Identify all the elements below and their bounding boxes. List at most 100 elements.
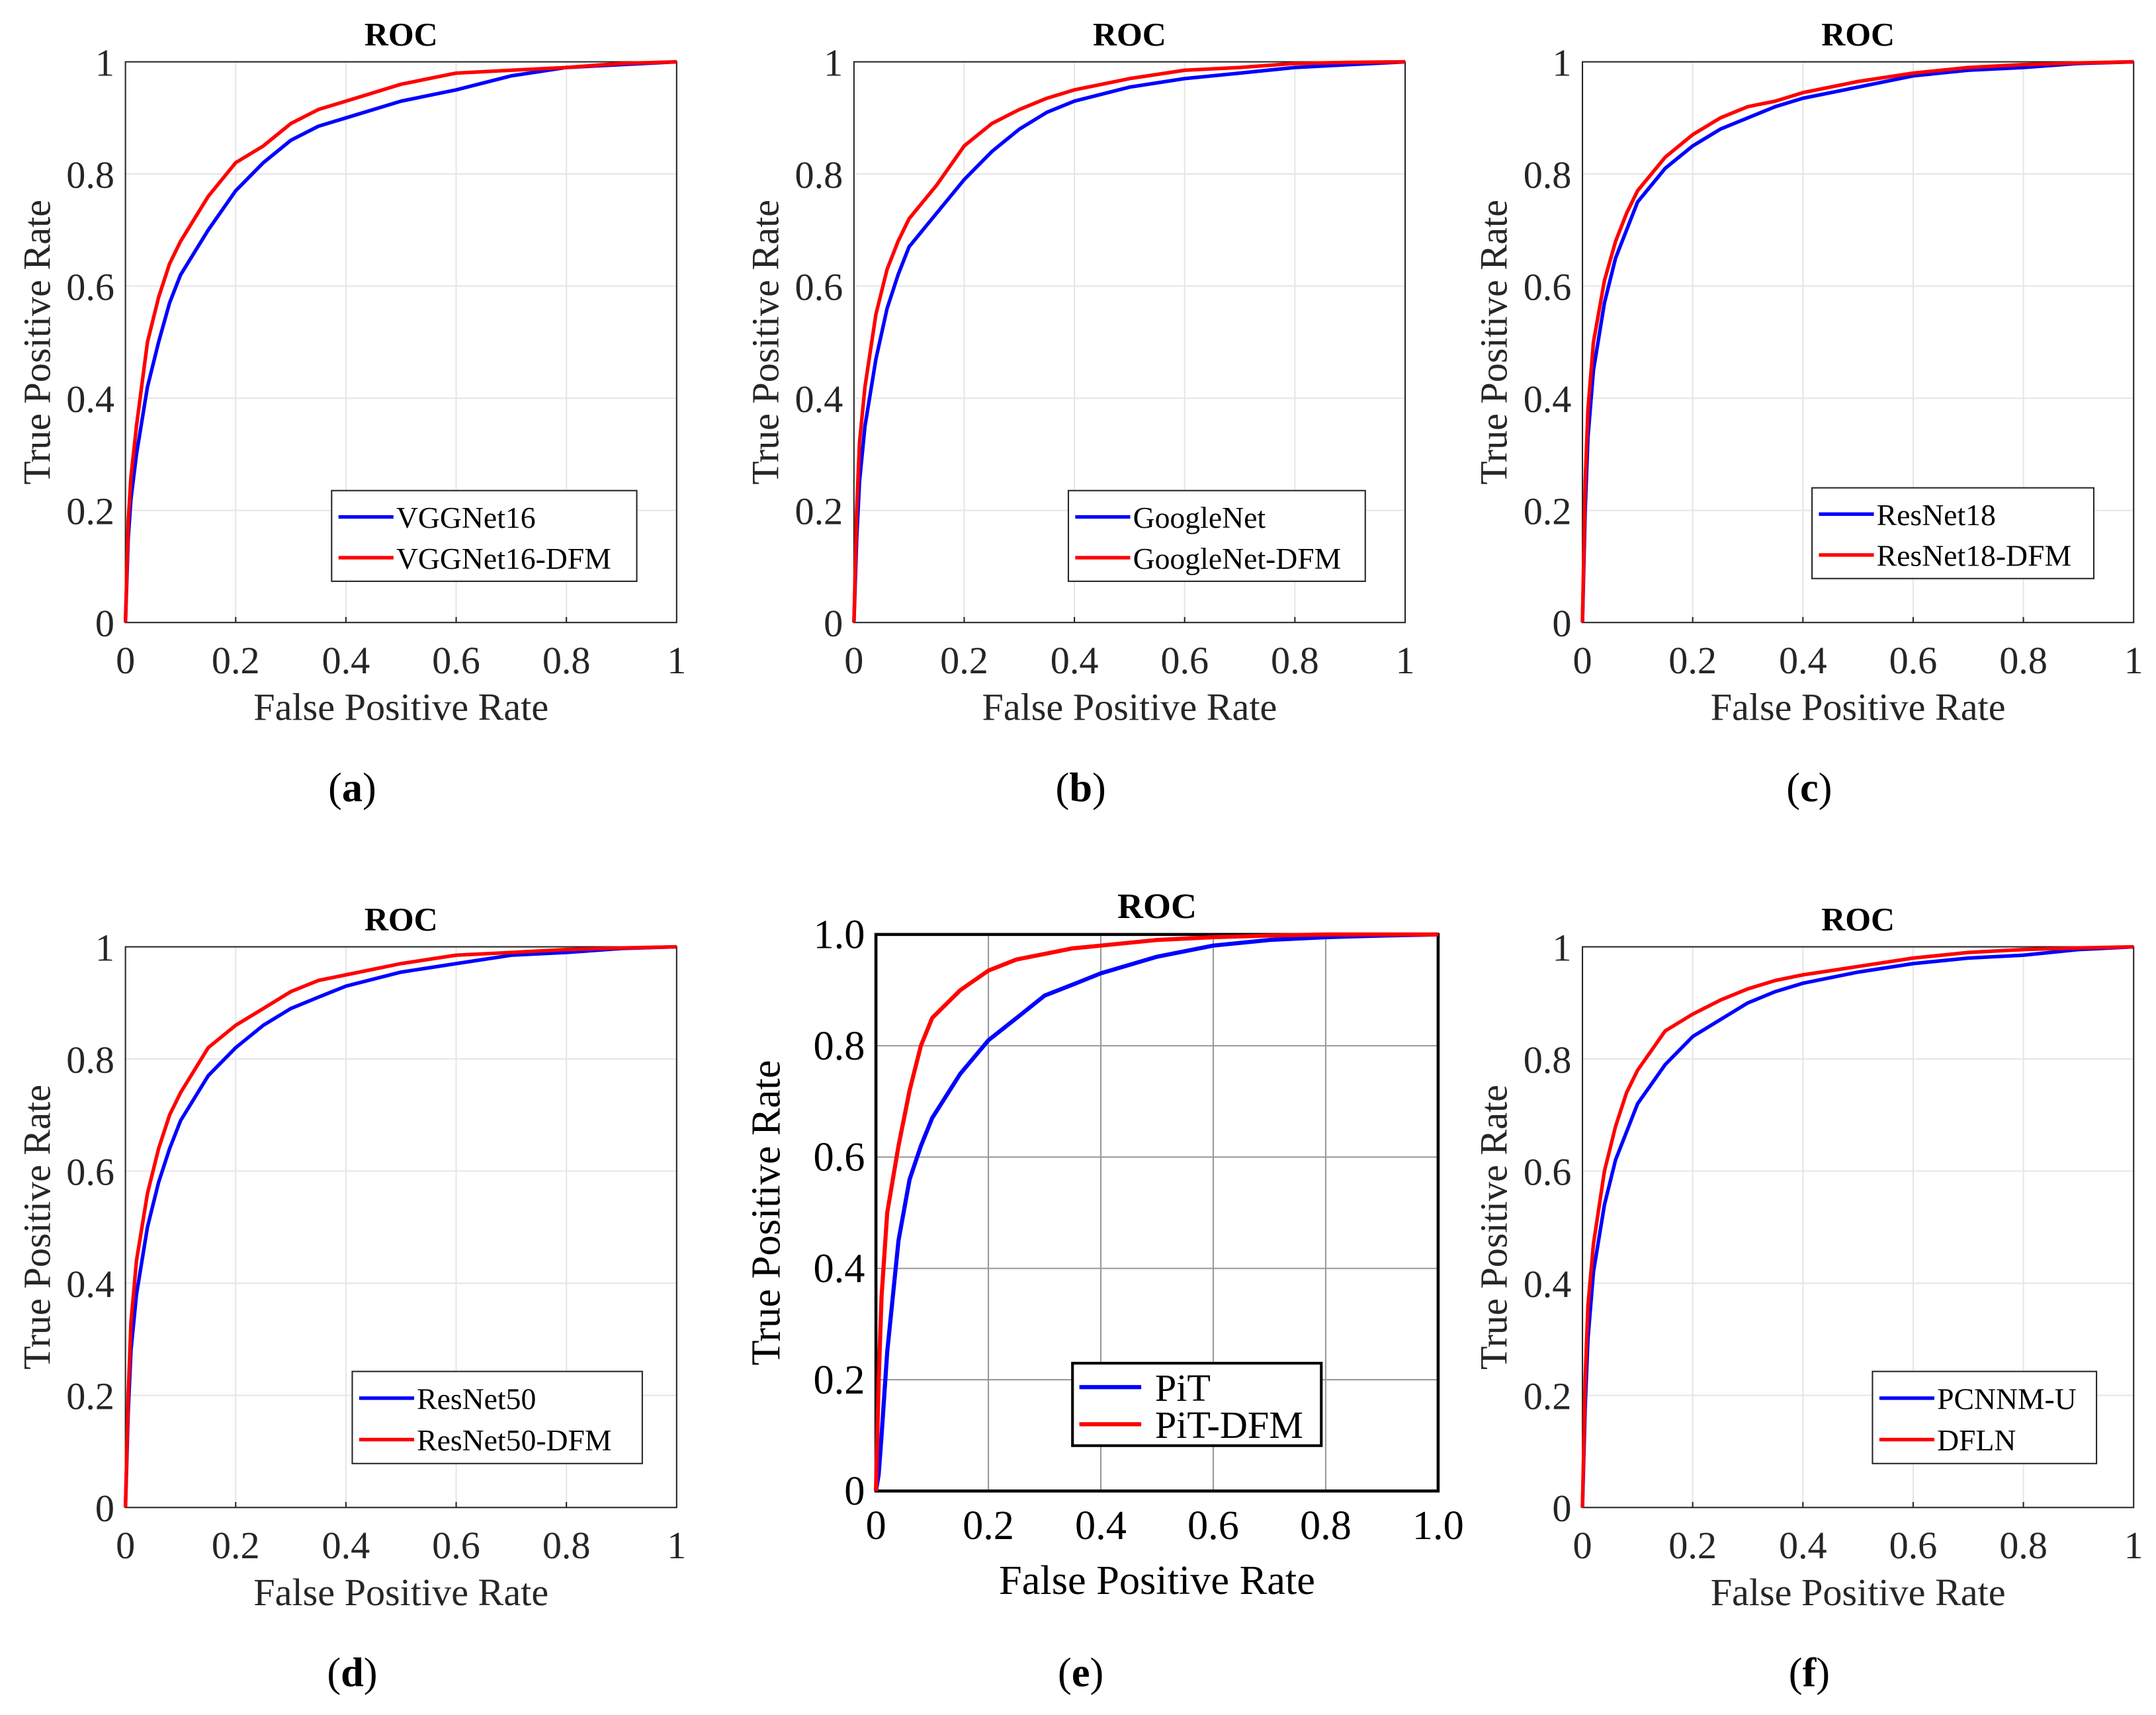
y-tick-label: 0.2	[1524, 1374, 1572, 1417]
axes-box	[1581, 61, 2135, 624]
y-tick-label: 0	[1552, 602, 1571, 645]
chart-title: ROC	[365, 17, 438, 53]
x-tick-label: 0.6	[1889, 639, 1938, 682]
roc-curve-vggnet16	[123, 60, 677, 623]
roc-curve-resnet50	[123, 944, 677, 1508]
y-axis-label: True Positive Rate	[744, 1060, 789, 1366]
chart-title: ROC	[1821, 17, 1895, 53]
y-tick-label: 0	[844, 1468, 865, 1514]
legend-label: ResNet18	[1877, 498, 1996, 532]
y-tick-label: 0.4	[1524, 1263, 1572, 1306]
x-axis-label: False Positive Rate	[1711, 686, 2006, 729]
x-tick-label: 0.8	[542, 1524, 591, 1567]
legend-label: GoogleNet-DFM	[1133, 542, 1342, 575]
x-tick-label: 1	[1395, 639, 1414, 682]
legend-box	[1872, 1370, 2098, 1464]
y-tick-label: 0.6	[66, 265, 114, 308]
y-tick-label: 0.8	[66, 1038, 114, 1081]
y-tick-label: 0.4	[66, 1263, 114, 1306]
x-tick-label: 0.4	[322, 639, 370, 682]
y-tick-label: 0.8	[1524, 1038, 1572, 1081]
y-tick-label: 0.2	[1524, 489, 1572, 532]
chart-title: ROC	[1117, 886, 1197, 926]
y-axis-label: True Positive Rate	[15, 200, 58, 485]
y-tick-label: 0.2	[66, 1374, 114, 1417]
roc-curve-dfln	[1580, 944, 2134, 1508]
y-axis-label: True Positive Rate	[1473, 200, 1516, 485]
legend-label: PiT-DFM	[1155, 1403, 1303, 1446]
y-tick-label: 0.4	[795, 378, 843, 421]
x-axis-label: False Positive Rate	[1711, 1571, 2006, 1614]
x-tick-label: 0.2	[940, 639, 988, 682]
roc-curve-googlenet	[852, 60, 1406, 623]
legend-label: VGGNet16	[396, 501, 536, 534]
y-tick-label: 0.2	[66, 489, 114, 532]
legend: ResNet18 ResNet18-DFM	[1811, 487, 2094, 579]
x-tick-label: 0	[116, 639, 135, 682]
x-tick-label: 0.2	[1668, 1524, 1717, 1567]
y-tick-label: 0.6	[795, 265, 843, 308]
legend: VGGNet16 VGGNet16-DFM	[331, 489, 638, 582]
x-tick-label: 0	[1573, 1524, 1592, 1567]
x-tick-label: 0	[116, 1524, 135, 1567]
y-tick-label: 1	[95, 926, 114, 969]
x-tick-label: 1	[667, 1524, 686, 1567]
chart-title: ROC	[1821, 901, 1895, 938]
roc-curve-pit	[873, 932, 1438, 1491]
x-tick-label: 0.2	[1668, 639, 1717, 682]
legend-label: ResNet50	[417, 1382, 536, 1416]
subfigure-caption: (d)	[327, 1650, 377, 1695]
x-tick-label: 0.2	[212, 639, 260, 682]
y-tick-label: 0	[95, 1487, 114, 1530]
x-tick-label: 1	[667, 639, 686, 682]
x-axis-label: False Positive Rate	[253, 686, 548, 729]
x-tick-label: 0.6	[1160, 639, 1209, 682]
legend-box	[331, 489, 638, 582]
subfigure-caption: (b)	[1056, 765, 1106, 810]
y-tick-label: 0.4	[66, 378, 114, 421]
x-tick-label: 0.6	[1889, 1524, 1938, 1567]
roc-curve-vggnet16-dfm	[123, 60, 677, 623]
legend-label: PCNNM-U	[1937, 1382, 2077, 1416]
roc-panel-f: 0 0.2 0.4 0.6 0.8 1 0 0.2 0.4 0.6 0.8 1 ROC False Pos…	[1473, 901, 2143, 1614]
axes-box	[1581, 946, 2135, 1509]
y-tick-label: 0	[1552, 1487, 1571, 1530]
y-tick-label: 0	[95, 602, 114, 645]
y-tick-label: 0.2	[814, 1357, 865, 1403]
axes-box	[874, 933, 1440, 1493]
y-tick-label: 0.6	[814, 1134, 865, 1180]
roc-panel-d: 0 0.2 0.4 0.6 0.8 1 0 0.2 0.4 0.6 0.8 1 ROC False Pos…	[15, 901, 686, 1614]
x-axis-label: False Positive Rate	[253, 1571, 548, 1614]
x-tick-label: 0.2	[212, 1524, 260, 1567]
subfigure-caption: (a)	[328, 765, 376, 810]
y-tick-label: 0.8	[1524, 153, 1572, 196]
x-tick-label: 0.6	[432, 1524, 480, 1567]
legend-label: PiT	[1155, 1366, 1211, 1409]
y-tick-label: 1	[95, 41, 114, 84]
subfigure-caption: (e)	[1058, 1650, 1103, 1695]
x-axis-label: False Positive Rate	[999, 1558, 1315, 1603]
legend: ResNet50 ResNet50-DFM	[351, 1370, 643, 1464]
roc-curve-resnet50-dfm	[123, 944, 677, 1508]
x-axis-label: False Positive Rate	[982, 686, 1277, 729]
legend: GoogleNet GoogleNet-DFM	[1067, 489, 1366, 582]
y-tick-label: 0.8	[795, 153, 843, 196]
legend-box	[1811, 487, 2094, 579]
x-tick-label: 0.8	[1271, 639, 1319, 682]
chart-title: ROC	[1093, 17, 1166, 53]
y-tick-label: 0.6	[66, 1150, 114, 1193]
legend-box	[351, 1370, 643, 1464]
x-tick-label: 0.8	[542, 639, 591, 682]
roc-curve-pit-dfm	[873, 932, 1438, 1491]
y-tick-label: 1	[1552, 926, 1571, 969]
roc-panel-c: 0 0.2 0.4 0.6 0.8 1 0 0.2 0.4 0.6 0.8 1 ROC False Pos…	[1473, 17, 2143, 729]
y-tick-label: 0.6	[1524, 1150, 1572, 1193]
axes-box	[124, 61, 677, 624]
y-axis-label: True Positive Rate	[744, 200, 787, 485]
x-tick-label: 0.4	[1051, 639, 1099, 682]
y-tick-label: 0	[824, 602, 843, 645]
y-axis-label: True Positive Rate	[15, 1085, 58, 1370]
chart-title: ROC	[365, 901, 438, 938]
y-tick-label: 1.0	[814, 912, 865, 958]
y-axis-label: True Positive Rate	[1473, 1085, 1516, 1370]
